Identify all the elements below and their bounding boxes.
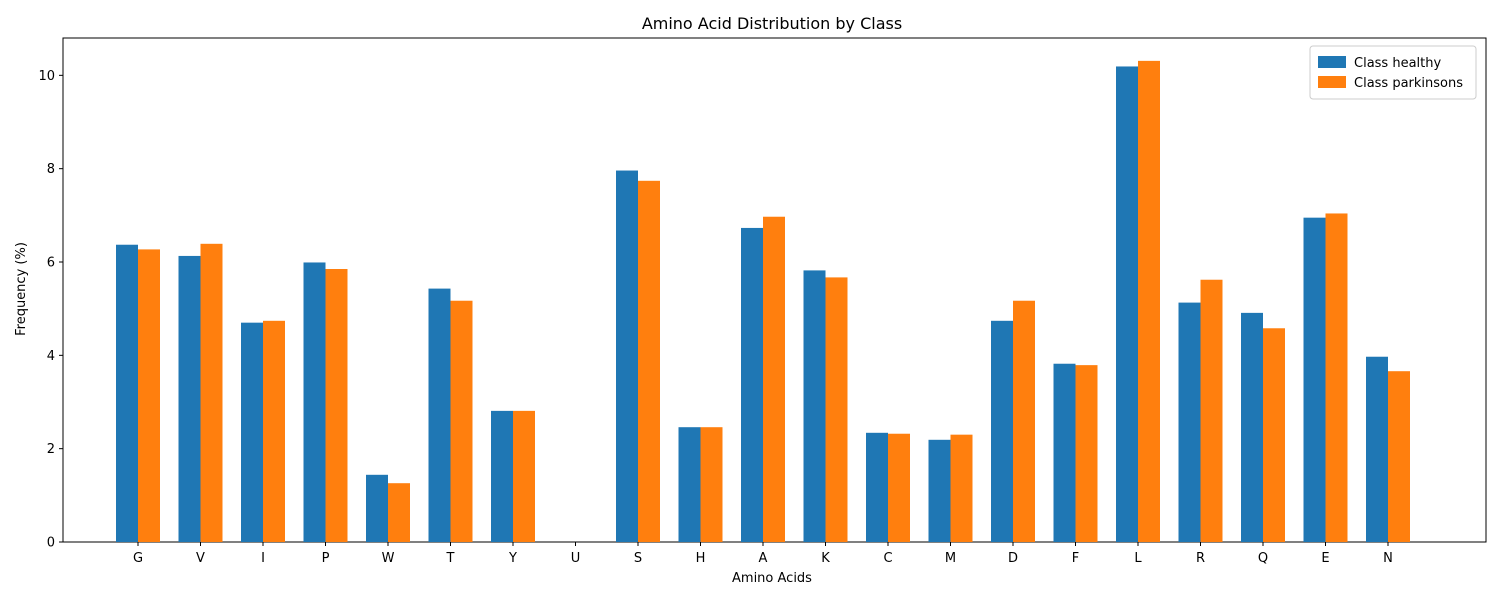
- bar-parkinsons-R: [1200, 279, 1223, 542]
- bar-parkinsons-C: [888, 433, 910, 542]
- y-tick-label: 0: [47, 536, 55, 551]
- x-tick-label: Y: [508, 551, 517, 566]
- x-tick-label: H: [696, 551, 706, 566]
- bar-parkinsons-L: [1138, 60, 1160, 542]
- legend-box: [1309, 45, 1477, 100]
- x-axis-label: Amino Acids: [732, 571, 812, 586]
- legend-label-healthy: Class healthy: [1354, 56, 1441, 71]
- x-tick-label: K: [821, 551, 830, 566]
- chart-title: Amino Acid Distribution by Class: [642, 14, 902, 33]
- bar-parkinsons-T: [450, 300, 473, 542]
- bar-healthy-F: [1053, 363, 1076, 542]
- bar-parkinsons-V: [200, 243, 223, 543]
- y-tick-label: 2: [47, 442, 55, 457]
- bar-healthy-V: [178, 255, 201, 542]
- bar-parkinsons-W: [388, 483, 410, 542]
- bar-healthy-E: [1303, 217, 1326, 542]
- bar-parkinsons-N: [1388, 371, 1410, 542]
- x-tick-label: R: [1196, 551, 1205, 566]
- bar-parkinsons-Q: [1263, 328, 1285, 542]
- bar-healthy-T: [428, 288, 451, 542]
- bars-layer: [116, 60, 1410, 543]
- bar-parkinsons-P: [325, 269, 348, 542]
- legend-swatch-parkinsons: [1318, 76, 1346, 88]
- x-tick-label: E: [1321, 551, 1329, 566]
- bar-healthy-L: [1116, 66, 1138, 542]
- bar-healthy-D: [991, 320, 1013, 542]
- bar-healthy-W: [366, 474, 388, 542]
- legend-label-parkinsons: Class parkinsons: [1354, 76, 1463, 91]
- y-axis: 0 2 4 6 8 10: [38, 69, 63, 551]
- y-tick-label: 8: [47, 162, 55, 177]
- bar-healthy-G: [116, 244, 138, 542]
- bar-parkinsons-D: [1013, 300, 1035, 542]
- x-tick-label: F: [1072, 551, 1079, 566]
- bar-healthy-Y: [491, 410, 513, 542]
- bar-parkinsons-K: [825, 277, 848, 542]
- x-tick-label: U: [571, 551, 581, 566]
- bar-healthy-Q: [1241, 312, 1263, 542]
- bar-parkinsons-F: [1075, 365, 1098, 542]
- bar-healthy-S: [616, 170, 638, 543]
- bar-healthy-K: [803, 270, 826, 542]
- bar-parkinsons-M: [950, 434, 973, 542]
- bar-healthy-P: [303, 262, 326, 542]
- bar-healthy-I: [241, 322, 263, 542]
- bar-parkinsons-H: [700, 427, 723, 542]
- bar-parkinsons-G: [138, 249, 160, 542]
- x-tick-label: S: [634, 551, 642, 566]
- bar-healthy-H: [678, 427, 701, 542]
- bar-parkinsons-Y: [513, 410, 535, 542]
- bar-parkinsons-A: [763, 216, 785, 542]
- bar-healthy-A: [741, 227, 763, 542]
- y-tick-label: 6: [47, 256, 55, 271]
- x-tick-label: A: [759, 551, 768, 566]
- x-tick-label: D: [1008, 551, 1018, 566]
- x-tick-label: T: [446, 551, 455, 566]
- bar-healthy-R: [1178, 302, 1201, 542]
- bar-parkinsons-E: [1325, 213, 1348, 542]
- x-tick-label: Q: [1258, 551, 1268, 566]
- x-tick-label: V: [196, 551, 205, 566]
- x-tick-label: W: [382, 551, 395, 566]
- bar-healthy-M: [928, 439, 951, 542]
- y-axis-label: Frequency (%): [14, 242, 29, 336]
- legend: Class healthy Class parkinsons: [1309, 45, 1477, 100]
- x-tick-label: N: [1383, 551, 1393, 566]
- bar-parkinsons-S: [638, 180, 660, 543]
- y-tick-label: 4: [47, 349, 55, 364]
- x-tick-label: P: [322, 551, 330, 566]
- legend-swatch-healthy: [1318, 56, 1346, 68]
- x-tick-label: I: [261, 551, 265, 566]
- bar-healthy-C: [866, 432, 888, 542]
- y-tick-label: 10: [38, 69, 55, 84]
- bar-healthy-N: [1366, 356, 1388, 542]
- x-tick-label: C: [883, 551, 892, 566]
- x-tick-label: G: [133, 551, 143, 566]
- bar-parkinsons-I: [263, 320, 285, 542]
- x-tick-label: L: [1134, 551, 1142, 566]
- x-tick-label: M: [945, 551, 956, 566]
